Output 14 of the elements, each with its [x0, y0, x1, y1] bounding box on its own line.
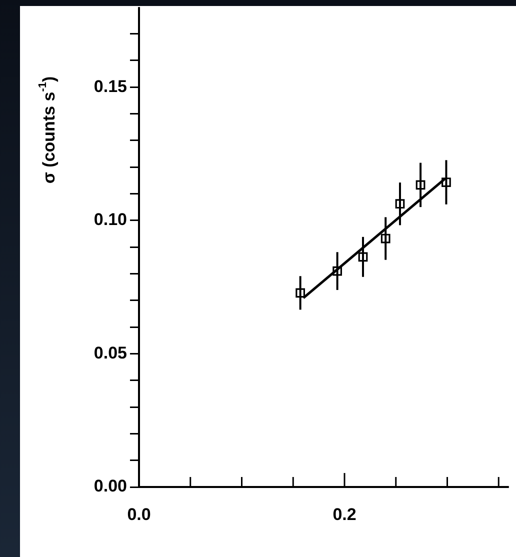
point — [380, 234, 390, 244]
point — [395, 199, 405, 209]
x-tick-label: 0.0 — [127, 504, 151, 524]
point — [332, 266, 342, 276]
point — [358, 252, 368, 262]
point — [442, 178, 451, 187]
y-tick-label: 0.10 — [94, 210, 127, 230]
point — [416, 180, 426, 190]
y-axis-title: σ (counts s-1) — [37, 76, 59, 184]
point — [296, 288, 306, 298]
x-tick-label: 0.2 — [332, 504, 356, 524]
y-tick-label: 0.00 — [94, 476, 127, 496]
y-tick-label: 0.15 — [94, 76, 127, 96]
y-tick-label: 0.05 — [94, 343, 127, 362]
